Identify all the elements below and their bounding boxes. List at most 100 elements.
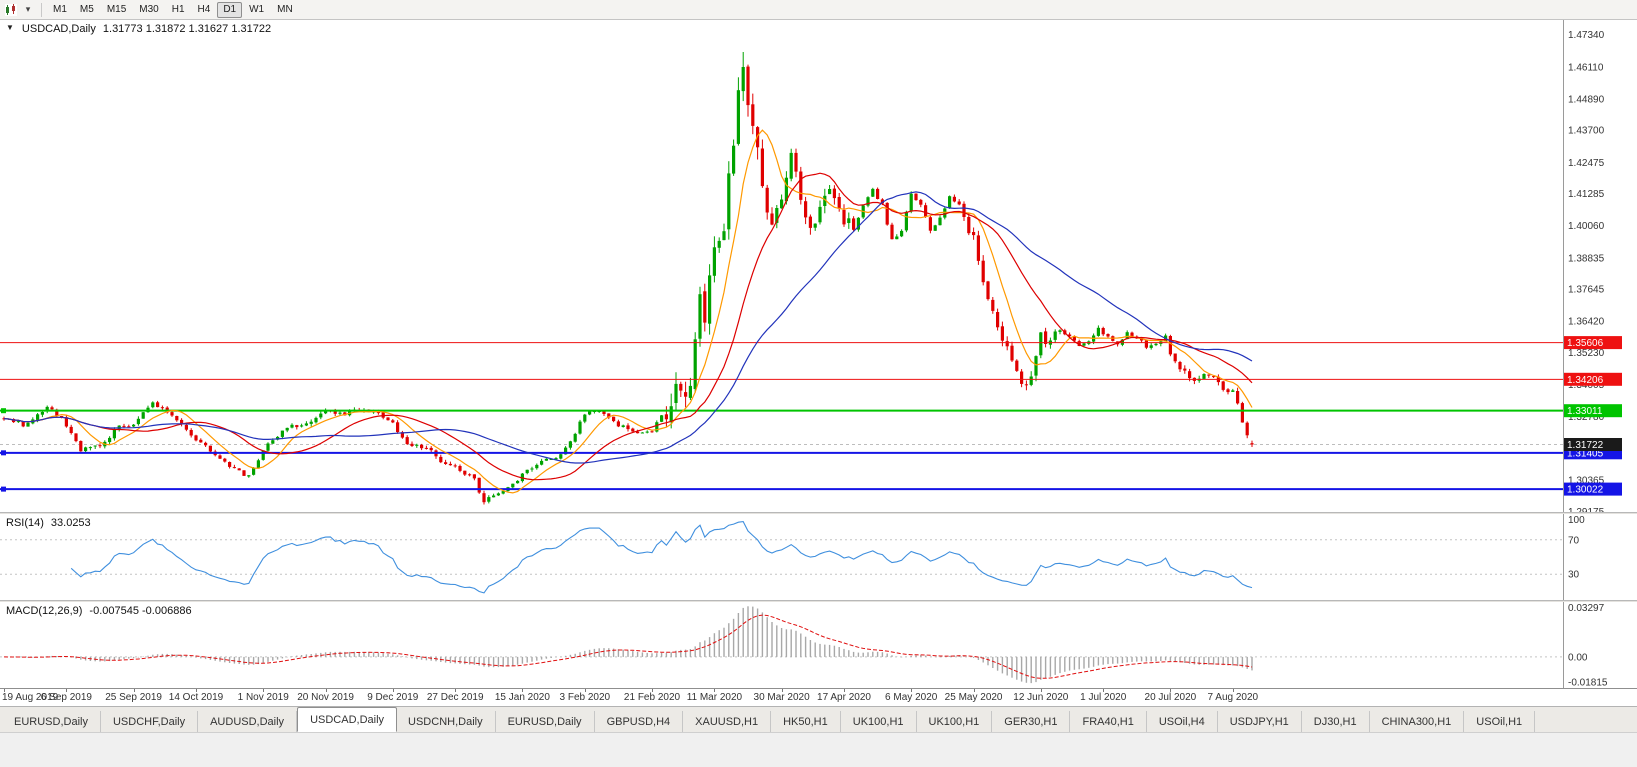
- macd-axis-label: -0.01815: [1568, 678, 1608, 689]
- candle: [1202, 374, 1206, 379]
- candle: [636, 431, 640, 434]
- chart-tab-usdjpy-h1[interactable]: USDJPY,H1: [1218, 711, 1302, 732]
- line-anchor[interactable]: [1, 486, 6, 492]
- panel-separator[interactable]: [0, 600, 1637, 602]
- ma-line-20: [3, 172, 1253, 481]
- ma-line-40: [3, 191, 1253, 464]
- candle: [60, 416, 64, 417]
- candle: [1130, 332, 1134, 337]
- candle: [904, 211, 908, 231]
- candle: [50, 407, 54, 410]
- symbol-dropdown-icon[interactable]: ▼: [6, 23, 14, 32]
- price-axis-label: 1.30365: [1568, 476, 1605, 487]
- chart-tab-dj30-h1[interactable]: DJ30,H1: [1302, 711, 1370, 732]
- candle: [160, 407, 164, 409]
- chart-tab-xauusd-h1[interactable]: XAUUSD,H1: [683, 711, 772, 732]
- panel-separator[interactable]: [0, 512, 1637, 514]
- date-axis-label: 9 Dec 2019: [367, 692, 419, 703]
- timeframe-button-m1[interactable]: M1: [47, 2, 73, 18]
- candle: [218, 455, 222, 459]
- macd-header: MACD(12,26,9) -0.007545 -0.006886: [6, 605, 192, 617]
- chart-tab-gbpusd-h4[interactable]: GBPUSD,H4: [595, 711, 684, 732]
- macd-panel[interactable]: 0.03297 0.00 -0.01815: [0, 602, 1637, 688]
- timeframe-button-m5[interactable]: M5: [74, 2, 100, 18]
- timeframe-button-h1[interactable]: H1: [166, 2, 191, 18]
- chart-tab-fra40-h1[interactable]: FRA40,H1: [1070, 711, 1147, 732]
- candle: [112, 429, 116, 439]
- rsi-indicator-value: 33.0253: [50, 517, 91, 529]
- main-price-chart[interactable]: 1.47340 1.46110 1.44890 1.43700 1.42475 1.412…: [0, 20, 1637, 512]
- candle: [588, 411, 592, 415]
- chart-icon[interactable]: [3, 2, 19, 18]
- chart-tab-china300-h1[interactable]: CHINA300,H1: [1370, 711, 1465, 732]
- candle: [410, 443, 414, 446]
- chart-tab-audusd-daily[interactable]: AUDUSD,Daily: [198, 711, 298, 732]
- line-anchor[interactable]: [1, 408, 6, 414]
- time-axis-tick: [133, 689, 135, 692]
- chart-tab-hk50-h1[interactable]: HK50,H1: [771, 711, 841, 732]
- dropdown-arrow-icon[interactable]: ▾: [25, 4, 31, 14]
- candle: [261, 450, 265, 460]
- timeframe-button-mn[interactable]: MN: [271, 2, 299, 18]
- chart-tab-eurusd-daily[interactable]: EURUSD,Daily: [2, 711, 101, 732]
- chart-tab-ger30-h1[interactable]: GER30,H1: [992, 711, 1071, 732]
- price-axis-label: 1.36420: [1568, 317, 1605, 328]
- candle: [1020, 371, 1024, 384]
- candle: [468, 474, 472, 476]
- candle: [1072, 336, 1076, 341]
- candle: [98, 445, 102, 447]
- chart-tab-uk100-h1[interactable]: UK100,H1: [917, 711, 993, 732]
- timeframe-button-h4[interactable]: H4: [192, 2, 217, 18]
- date-axis-label: 1 Nov 2019: [237, 692, 289, 703]
- candle: [477, 477, 481, 493]
- rsi-axis-label: 100: [1568, 515, 1585, 526]
- chart-tab-eurusd-daily[interactable]: EURUSD,Daily: [496, 711, 595, 732]
- price-axis-label: 1.46110: [1568, 63, 1604, 74]
- chart-tab-uk100-h1[interactable]: UK100,H1: [841, 711, 917, 732]
- candle: [511, 483, 515, 488]
- candle: [780, 199, 784, 209]
- candle: [746, 66, 750, 106]
- candle: [813, 223, 817, 228]
- candle: [405, 437, 409, 444]
- candle: [175, 416, 179, 421]
- timeframe-button-d1[interactable]: D1: [217, 1, 243, 18]
- candle: [463, 470, 467, 475]
- rsi-panel[interactable]: 100 70 30: [0, 514, 1637, 600]
- candle: [376, 412, 380, 414]
- chart-tab-usdchf-daily[interactable]: USDCHF,Daily: [101, 711, 199, 732]
- date-axis-label: 27 Dec 2019: [426, 692, 484, 703]
- timeframe-buttons: M1 M5 M15 M30 H1 H4 D1 W1 MN: [47, 1, 299, 18]
- candle: [1039, 332, 1043, 356]
- chart-tab-usoil-h4[interactable]: USOil,H4: [1147, 711, 1218, 732]
- date-axis-label: 6 Sep 2019: [40, 692, 92, 703]
- chart-tab-usdcad-daily[interactable]: USDCAD,Daily: [297, 707, 398, 732]
- timeframe-button-m30[interactable]: M30: [133, 2, 164, 18]
- candle: [424, 447, 428, 449]
- chart-tab-usdcnh-daily[interactable]: USDCNH,Daily: [396, 711, 496, 732]
- candle: [823, 195, 827, 206]
- date-axis-label: 25 May 2020: [944, 692, 1003, 703]
- candle: [1034, 356, 1038, 376]
- line-anchor[interactable]: [1, 450, 6, 456]
- candle: [1044, 331, 1048, 344]
- candle: [981, 260, 985, 283]
- time-axis[interactable]: 19 Aug 2019 6 Sep 2019 25 Sep 2019 14 Oct 2…: [0, 688, 1637, 706]
- candle: [40, 412, 44, 415]
- candle: [1212, 376, 1216, 378]
- candle: [924, 205, 928, 217]
- chart-tab-usoil-h1[interactable]: USOil,H1: [1464, 711, 1536, 732]
- date-axis-label: 17 Apr 2020: [817, 692, 871, 703]
- timeframe-button-m15[interactable]: M15: [101, 2, 132, 18]
- toolbar-divider: [41, 2, 42, 17]
- candle: [1068, 334, 1072, 337]
- candle: [626, 425, 630, 430]
- candle: [1058, 330, 1062, 332]
- candle: [194, 435, 198, 441]
- candle: [295, 425, 299, 428]
- candle: [842, 209, 846, 225]
- rsi-axis-label: 30: [1568, 570, 1580, 581]
- time-axis-tick: [455, 689, 457, 692]
- candle: [986, 281, 990, 300]
- timeframe-button-w1[interactable]: W1: [243, 2, 270, 18]
